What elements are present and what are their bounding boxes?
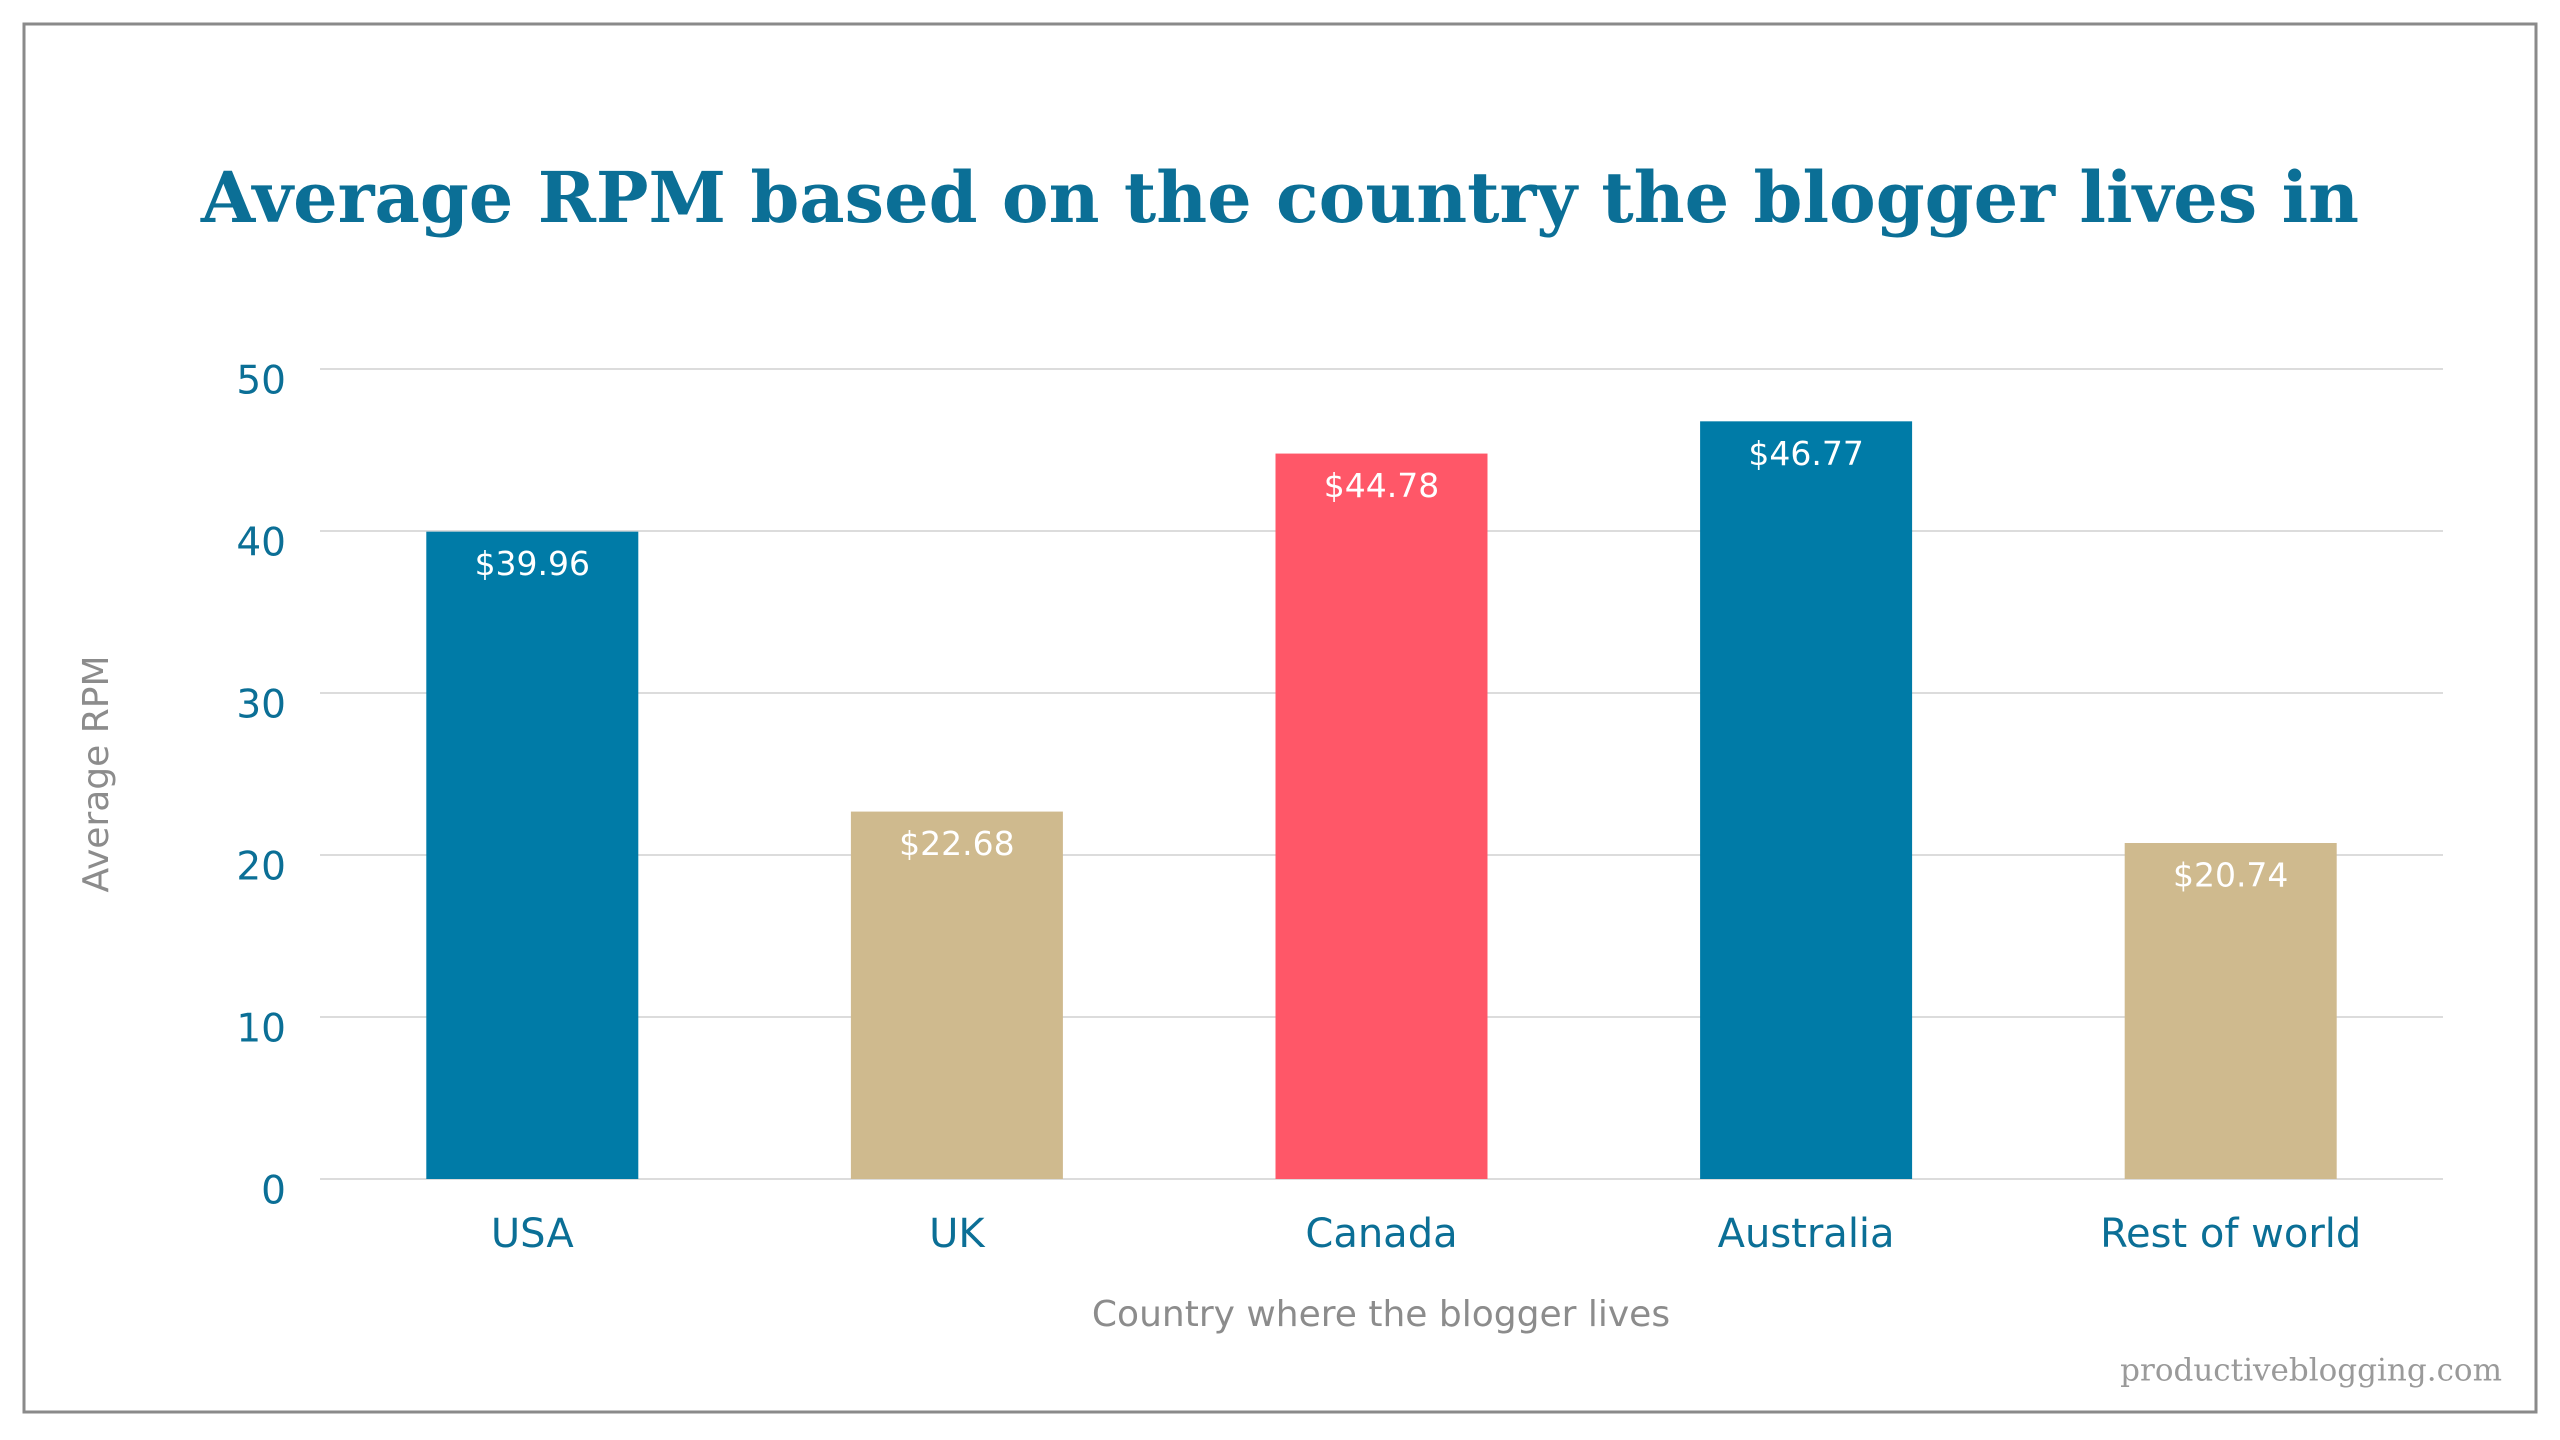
bar <box>2124 843 2337 1179</box>
y-tick-label: 50 <box>236 359 286 404</box>
bar <box>426 531 639 1179</box>
x-tick-label: Rest of world <box>2100 1211 2361 1257</box>
bar <box>1275 453 1488 1180</box>
bar <box>850 811 1063 1179</box>
y-axis-title: Average RPM <box>76 655 117 892</box>
bar <box>1700 421 1913 1179</box>
value-label: $46.77 <box>1748 434 1863 473</box>
y-tick-label: 40 <box>236 521 286 566</box>
y-tick-label: 30 <box>236 683 286 728</box>
x-tick-label: USA <box>491 1211 574 1257</box>
watermark: productiveblogging.com <box>2120 1353 2502 1389</box>
value-label: $20.74 <box>2173 856 2288 895</box>
y-tick-label: 20 <box>236 845 286 890</box>
chart-title: Average RPM based on the country the blo… <box>200 156 2359 239</box>
x-tick-label: UK <box>929 1211 986 1257</box>
value-label: $44.78 <box>1324 466 1439 505</box>
x-tick-label: Australia <box>1718 1211 1895 1257</box>
y-tick-label: 10 <box>236 1007 286 1052</box>
x-tick-label: Canada <box>1305 1211 1457 1257</box>
x-axis-title: Country where the blogger lives <box>1092 1294 1670 1335</box>
value-label: $22.68 <box>899 824 1014 863</box>
y-tick-label: 0 <box>261 1169 286 1214</box>
value-label: $39.96 <box>475 544 590 583</box>
frame <box>22 22 2538 1414</box>
